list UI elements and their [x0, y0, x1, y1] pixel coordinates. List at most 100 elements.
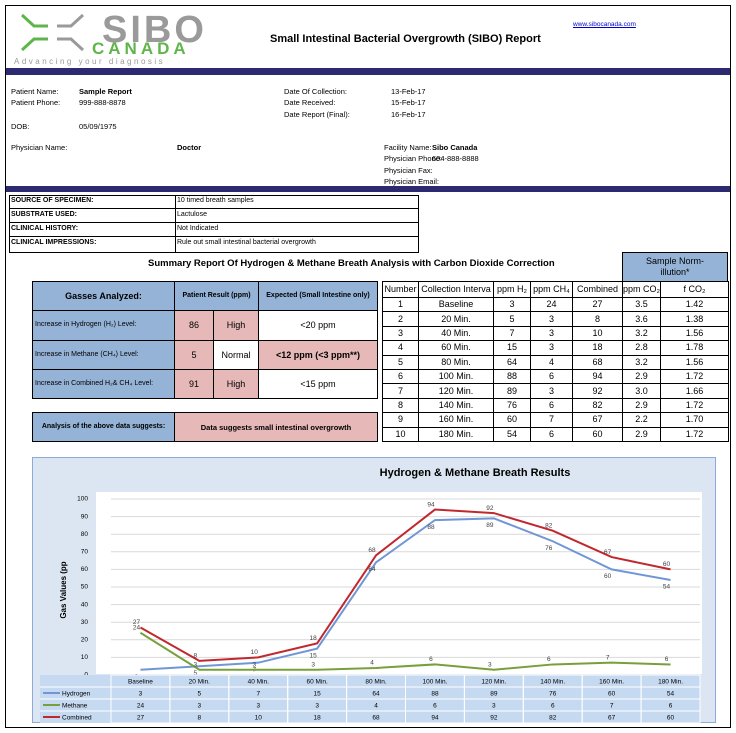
x-tick-label: Baseline: [128, 679, 153, 686]
row-label: Increase in Combined H₂& CH₄ Level:: [32, 369, 175, 399]
data-label: 92: [486, 505, 494, 512]
specimen-label: SUBSTRATE USED:: [11, 211, 77, 218]
table-cell: 2.2: [622, 412, 661, 428]
data-label: 18: [310, 635, 318, 642]
table-cell: 27: [572, 297, 623, 313]
data-label: 6: [547, 656, 551, 663]
result-value: 91: [174, 369, 214, 399]
table-cell: 20 Min.: [418, 311, 494, 327]
table-value: 3: [315, 703, 319, 710]
data-label: 3: [252, 661, 256, 668]
table-value: 60: [667, 715, 675, 722]
table-value: 3: [256, 703, 260, 710]
specimen-label: CLINICAL HISTORY:: [11, 225, 79, 232]
table-value: 7: [256, 691, 260, 698]
table-value: 76: [549, 691, 557, 698]
table-cell: 3.2: [622, 325, 661, 342]
table-value: 3: [492, 703, 496, 710]
table-value: 68: [372, 715, 380, 722]
table-cell: 92: [572, 383, 623, 399]
section-bar: [6, 186, 730, 192]
field-value: Doctor: [177, 143, 202, 152]
field-label: DOB:: [11, 122, 30, 131]
result-flag: Normal: [213, 340, 259, 370]
data-label: 24: [133, 624, 141, 631]
summary-title: Summary Report Of Hydrogen & Methane Bre…: [148, 258, 555, 269]
data-line: [139, 631, 671, 671]
table-cell: 80 Min.: [418, 354, 494, 370]
sample-header: Sample Norm-illution*: [622, 252, 728, 282]
table-value: 54: [667, 691, 675, 698]
table-cell: 18: [572, 340, 623, 356]
header-cell: Combined: [572, 281, 623, 298]
table-cell: 54: [493, 426, 531, 442]
table-cell: 7: [530, 412, 573, 428]
table-value: 67: [608, 715, 616, 722]
x-tick-label: 80 Min.: [365, 679, 387, 686]
data-line: [139, 508, 671, 662]
analysis-result: Data suggests small intestinal overgrowt…: [174, 412, 378, 442]
url-link[interactable]: www.sibocanada.com: [573, 21, 636, 28]
data-label: 68: [368, 547, 376, 554]
table-cell: 15: [493, 340, 531, 356]
x-tick-label: 120 Min.: [481, 679, 506, 686]
specimen-label: SOURCE OF SPECIMEN:: [11, 197, 94, 204]
table-cell: 60 Min.: [418, 340, 494, 356]
table-cell: 2.9: [622, 369, 661, 385]
table-cell: 160 Min.: [418, 412, 494, 428]
y-tick-label: 60: [81, 566, 89, 573]
y-tick-label: 10: [81, 654, 89, 661]
table-cell: 100 Min.: [418, 369, 494, 385]
table-value: 6: [551, 703, 555, 710]
table-value: 4: [374, 703, 378, 710]
table-value: 15: [314, 691, 322, 698]
table-value: 18: [314, 715, 322, 722]
table-cell: 1.78: [660, 340, 729, 356]
table-cell: 94: [572, 369, 623, 385]
table-cell: 1.56: [660, 354, 729, 370]
row-label: Increase in Hydrogen (H₂) Level:: [32, 310, 175, 341]
expected-value: <12 ppm (<3 ppm**): [258, 340, 378, 370]
data-label: 3: [194, 661, 198, 668]
header-cell: Patient Result (ppm): [174, 281, 259, 311]
data-label: 4: [370, 660, 374, 667]
table-cell: 60: [572, 426, 623, 442]
data-line: [140, 517, 671, 671]
data-label: 82: [545, 522, 553, 529]
table-cell: 120 Min.: [418, 383, 494, 399]
table-cell: 76: [493, 397, 531, 414]
table-cell: 10: [382, 426, 419, 442]
data-label: 67: [604, 549, 612, 556]
table-cell: 1.70: [660, 412, 729, 428]
data-label: 60: [663, 561, 671, 568]
row-label: Increase in Methane (CH₄) Level:: [32, 340, 175, 370]
legend-label: Methane: [62, 703, 88, 710]
table-cell: 140 Min.: [418, 397, 494, 414]
field-value: Sibo Canada: [432, 143, 478, 152]
data-label: 15: [310, 652, 318, 659]
field-label: Physician Name:: [11, 143, 68, 152]
field-label: Facility Name:: [384, 143, 432, 152]
table-cell: 88: [493, 369, 531, 385]
table-cell: 3: [493, 297, 531, 313]
logo-subname: CANADA: [92, 39, 190, 58]
table-value: 88: [431, 691, 439, 698]
table-value: 10: [255, 715, 263, 722]
header-cell: Collection Interva: [418, 281, 494, 298]
result-value: 5: [174, 340, 214, 370]
legend-label: Hydrogen: [62, 691, 91, 698]
header-cell: f CO₂: [660, 281, 729, 298]
table-value: 60: [608, 691, 616, 698]
table-value: 27: [137, 715, 145, 722]
page-frame: [5, 5, 731, 728]
field-label: Physician Email:: [384, 177, 440, 186]
expected-value: <15 ppm: [258, 369, 378, 399]
data-label: 3: [311, 661, 315, 668]
y-tick-label: 20: [81, 637, 89, 644]
table-cell: 1.42: [660, 297, 729, 313]
table-cell: 6: [530, 369, 573, 385]
table-cell: 3: [530, 383, 573, 399]
field-value: Sample Report: [79, 87, 132, 96]
